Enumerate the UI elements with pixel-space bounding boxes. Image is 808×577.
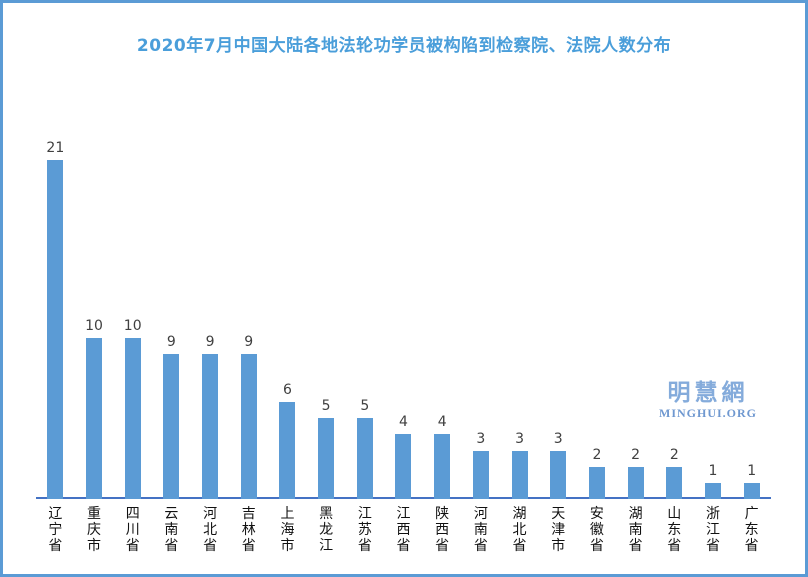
bar <box>704 483 721 499</box>
bar <box>163 354 180 499</box>
bar-value-label: 2 <box>592 447 602 463</box>
bar <box>395 434 412 499</box>
x-axis-label: 江苏省 <box>357 506 372 555</box>
bar-value-label: 6 <box>282 382 292 398</box>
x-axis-label: 河南省 <box>473 506 488 555</box>
x-axis-label: 江西省 <box>396 506 411 555</box>
minghui-watermark-cjk: 明慧網 <box>667 380 749 406</box>
chart-title: 2020年7月中国大陆各地法轮功学员被构陷到检察院、法院人数分布 <box>136 36 672 56</box>
bar <box>627 467 644 499</box>
bar-value-label: 3 <box>553 431 563 447</box>
x-axis-label: 重庆市 <box>87 506 102 555</box>
x-axis-label: 四川省 <box>125 506 140 555</box>
bar <box>240 354 257 499</box>
bar <box>666 467 683 499</box>
bar <box>279 402 296 499</box>
bar <box>124 338 141 499</box>
minghui-watermark-latin: MINGHUI.ORG <box>659 406 757 421</box>
x-axis-label: 山东省 <box>667 506 682 555</box>
bar <box>511 451 528 499</box>
bar-value-label: 4 <box>399 414 408 430</box>
bar <box>202 354 219 499</box>
bar-value-label: 3 <box>476 431 486 447</box>
x-axis-label: 河北省 <box>203 506 218 555</box>
bar-value-label: 9 <box>205 334 215 350</box>
minghui-watermark: 明慧網 MINGHUI.ORG <box>655 380 761 421</box>
bar <box>47 160 64 499</box>
x-axis-label: 上海市 <box>280 506 295 555</box>
x-axis-label: 辽宁省 <box>48 506 63 555</box>
bar <box>356 418 373 499</box>
bar-value-label: 2 <box>631 447 641 463</box>
bar-value-label: 21 <box>46 140 65 156</box>
x-axis-label: 黑龙江 <box>319 506 334 555</box>
x-axis-label: 陕西省 <box>435 506 450 555</box>
bar <box>434 434 451 499</box>
bar <box>550 451 567 499</box>
bar-value-label: 3 <box>515 431 524 447</box>
bar-value-label: 1 <box>708 463 718 479</box>
bar-value-label: 5 <box>321 398 331 414</box>
bar <box>743 483 760 499</box>
x-axis-label: 安徽省 <box>589 506 604 555</box>
bar-value-label: 10 <box>123 318 142 334</box>
x-axis-label: 吉林省 <box>241 506 256 555</box>
x-axis-label: 天津市 <box>551 506 566 555</box>
bar-value-label: 10 <box>85 318 103 334</box>
bar <box>86 338 102 499</box>
bar <box>472 451 489 499</box>
x-axis-label: 浙江省 <box>705 506 720 555</box>
bar-chart-plot-area: 21 辽宁省 10 重庆市 10 四川省 9 云南省 9 河北省 9 吉林省 6 上海市 5 黑龙江 5 江苏省 4… <box>3 3 805 574</box>
bar-value-label: 9 <box>166 334 176 350</box>
bar-value-label: 2 <box>669 447 679 463</box>
x-axis-label: 广东省 <box>744 506 759 555</box>
bar-value-label: 4 <box>437 414 447 430</box>
bar <box>588 467 605 499</box>
bar-value-label: 5 <box>360 398 370 414</box>
x-axis-label: 湖北省 <box>512 506 527 555</box>
bar-value-label: 1 <box>747 463 757 479</box>
x-axis-label: 湖南省 <box>628 506 643 555</box>
x-axis-label: 云南省 <box>164 506 179 555</box>
bar-value-label: 9 <box>244 334 254 350</box>
bar <box>318 418 335 499</box>
